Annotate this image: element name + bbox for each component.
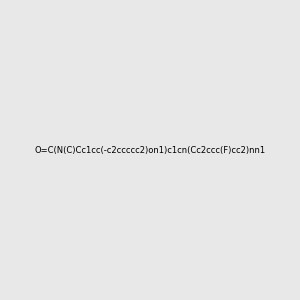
Text: O=C(N(C)Cc1cc(-c2ccccc2)on1)c1cn(Cc2ccc(F)cc2)nn1: O=C(N(C)Cc1cc(-c2ccccc2)on1)c1cn(Cc2ccc(…	[34, 146, 266, 154]
